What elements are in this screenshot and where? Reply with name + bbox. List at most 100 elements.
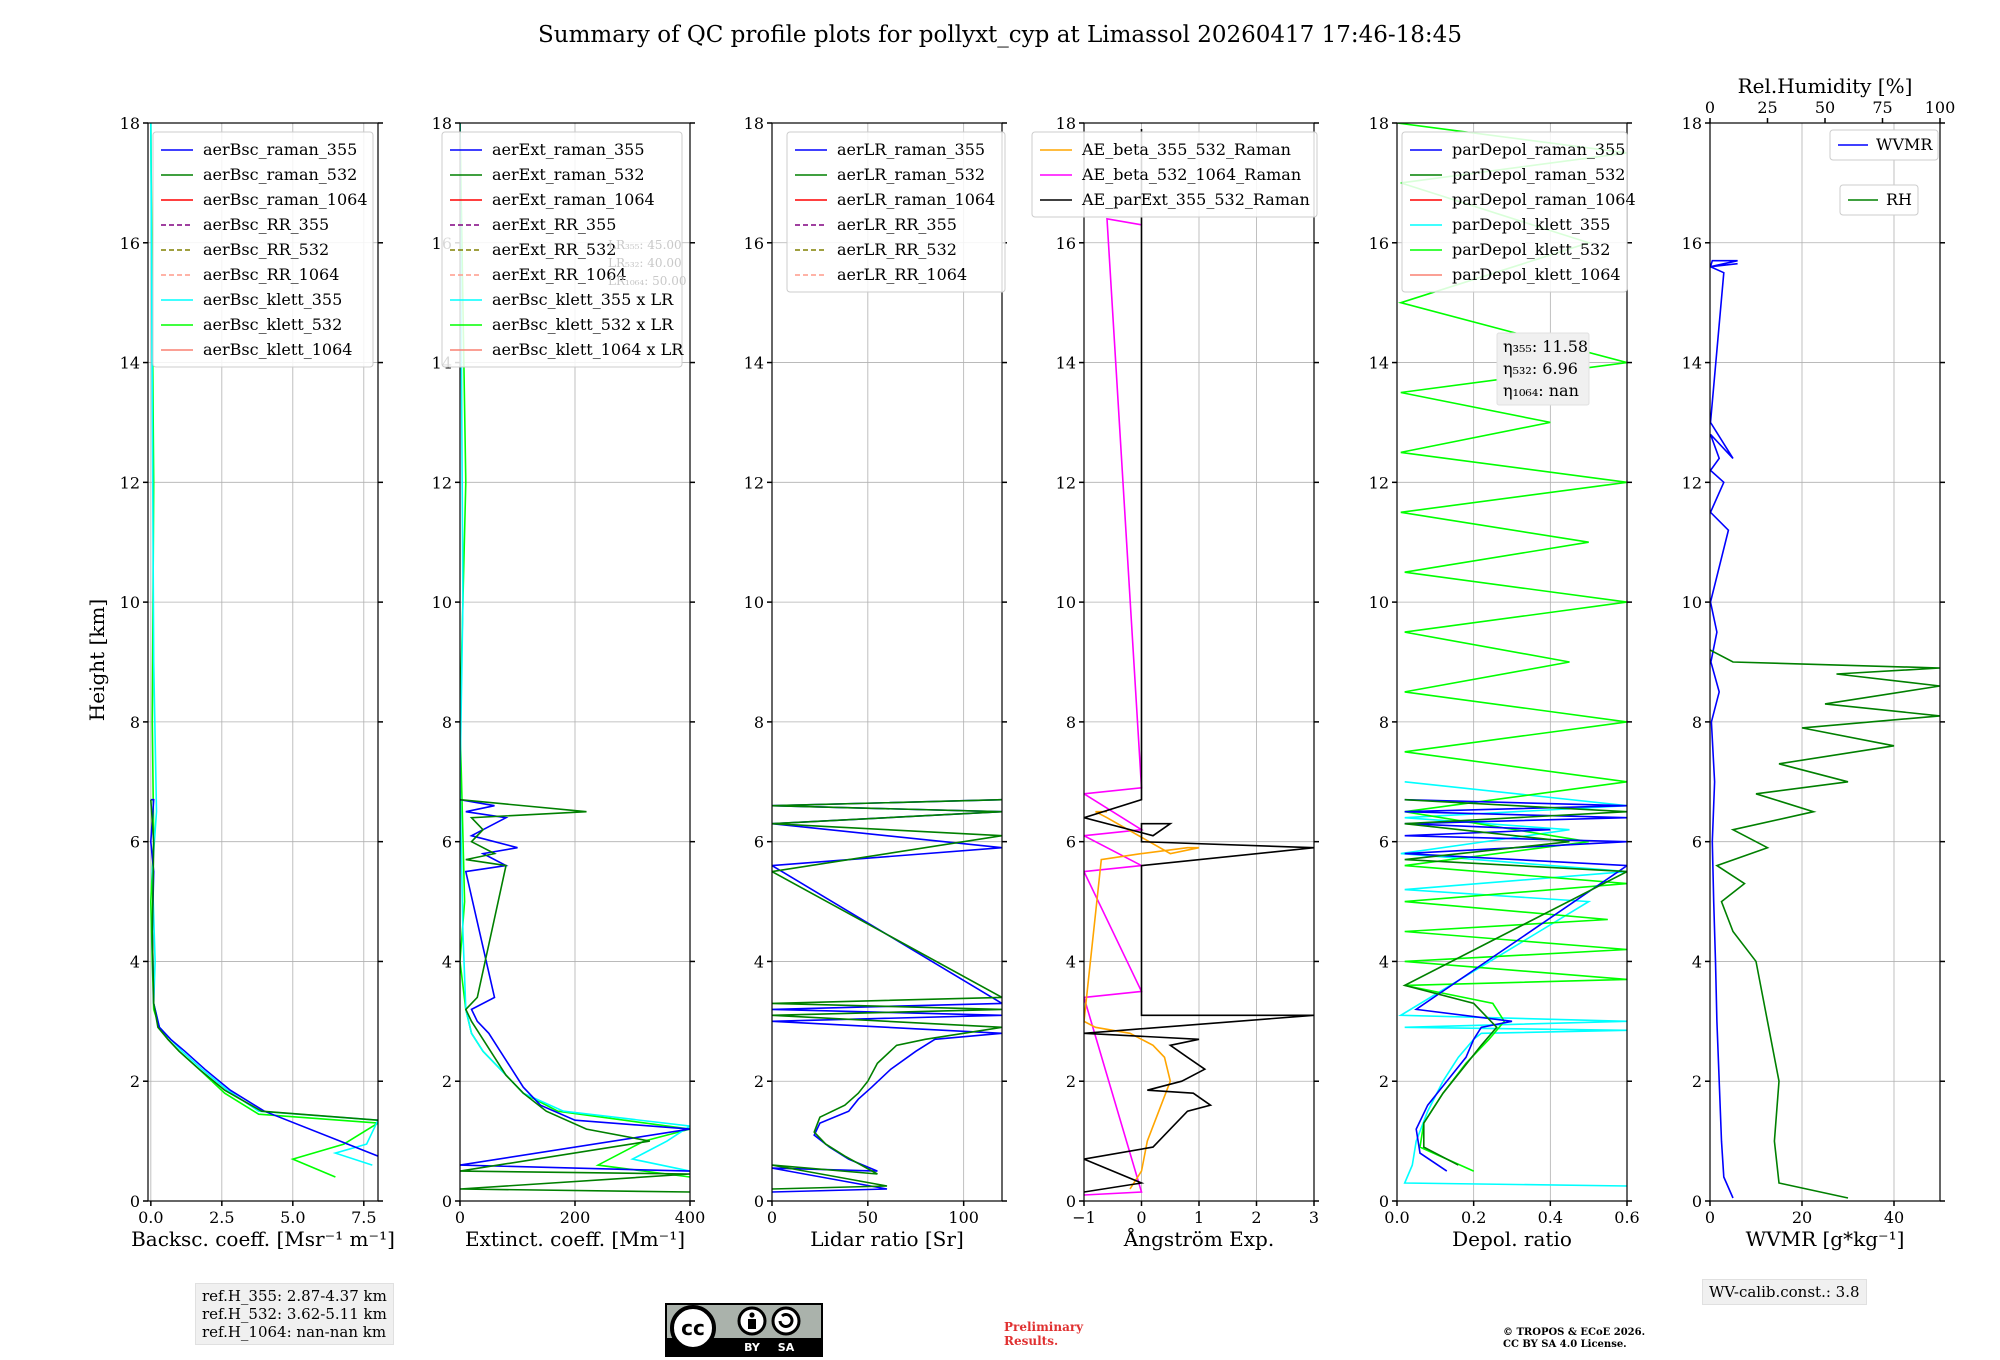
- y-tick-label: 10: [1369, 593, 1389, 612]
- y-tick-label: 14: [1369, 354, 1389, 373]
- x-tick-label: 0.6: [1614, 1208, 1639, 1227]
- y-tick-label: 16: [1682, 234, 1702, 253]
- top-x-tick-label: 75: [1872, 98, 1892, 117]
- y-tick-label: 2: [1379, 1072, 1389, 1091]
- series-pardepol-raman-355: [1404, 798, 1627, 1172]
- y-tick-label: 8: [1066, 713, 1076, 732]
- legend-label: parDepol_klett_355: [1452, 215, 1610, 234]
- legend-frame: [786, 131, 1006, 293]
- copyright-note: © TROPOS & ECoE 2026. CC BY SA 4.0 Licen…: [1503, 1327, 1645, 1351]
- series-ae-beta-532-1064-raman: [1084, 217, 1145, 1196]
- y-axis-label: Height [km]: [85, 599, 109, 721]
- top-x-tick-label: 100: [1925, 98, 1956, 117]
- x-axis-label: Ångström Exp.: [1123, 1226, 1274, 1251]
- series-ae-beta-355-532-raman: [1084, 810, 1200, 1190]
- legend-label: aerBsc_klett_532 x LR: [492, 315, 674, 334]
- y-tick-label: 10: [432, 593, 452, 612]
- legend-frame: [1401, 131, 1628, 293]
- legend-label: parDepol_raman_1064: [1452, 190, 1636, 209]
- y-tick-label: 12: [1369, 473, 1389, 492]
- legend-label: aerBsc_klett_355: [203, 290, 342, 309]
- x-tick-label: 0: [767, 1208, 777, 1227]
- x-tick-label: −1: [1072, 1208, 1096, 1227]
- x-tick-label: 200: [560, 1208, 591, 1227]
- y-tick-label: 12: [432, 473, 452, 492]
- x-tick-label: 400: [675, 1208, 706, 1227]
- legend-label: AE_beta_355_532_Raman: [1081, 140, 1291, 159]
- y-tick-label: 10: [744, 593, 764, 612]
- y-tick-label: 12: [120, 473, 140, 492]
- y-tick-label: 18: [1682, 114, 1702, 133]
- refh-355: ref.H_355: 2.87-4.37 km: [202, 1287, 387, 1305]
- axes-frame: [147, 122, 379, 1202]
- legend-label: aerBsc_klett_1064: [203, 340, 352, 359]
- preliminary-line-1: Preliminary: [1004, 1320, 1084, 1334]
- y-tick-label: 14: [120, 354, 140, 373]
- y-tick-label: 14: [744, 354, 764, 373]
- y-tick-label: 10: [1682, 593, 1702, 612]
- legend-label: WVMR: [1876, 135, 1933, 154]
- copyright-line-2: CC BY SA 4.0 License.: [1503, 1339, 1627, 1350]
- y-tick-label: 0: [754, 1192, 764, 1211]
- x-tick-label: 7.5: [351, 1208, 376, 1227]
- legend-label: aerBsc_RR_1064: [203, 265, 339, 284]
- legend-frame: [1031, 131, 1318, 218]
- legend-depol: parDepol_raman_355 parDepol_raman_532 parD…: [1401, 131, 1636, 293]
- x-tick-label: 5.0: [280, 1208, 305, 1227]
- series-aerext-raman-355: [460, 798, 690, 1172]
- series-pardepol-klett-355: [1398, 781, 1627, 1187]
- y-tick-label: 0: [1066, 1192, 1076, 1211]
- panel-ext: 0246810121416180200400Extinct. coeff. [M…: [432, 114, 706, 1251]
- x-tick-label: 20: [1792, 1208, 1812, 1227]
- y-tick-label: 4: [1379, 952, 1389, 971]
- series-rh: [1710, 649, 1940, 1199]
- top-x-tick-label: 25: [1757, 98, 1777, 117]
- figure-title: Summary of QC profile plots for pollyxt_…: [538, 22, 1462, 48]
- preliminary-note: Preliminary Results.: [1004, 1320, 1083, 1348]
- y-tick-label: 18: [120, 114, 140, 133]
- series-aerlr-raman-532: [772, 798, 1002, 1190]
- legend-label: aerLR_raman_355: [837, 140, 985, 159]
- legend-frame: [152, 131, 374, 368]
- top-x-tick-label: 50: [1815, 98, 1835, 117]
- lr-annotation: LR₃₅₅: 45.00: [608, 238, 682, 252]
- y-tick-label: 14: [1056, 354, 1076, 373]
- y-tick-label: 4: [442, 952, 452, 971]
- y-tick-label: 6: [1379, 833, 1389, 852]
- y-tick-label: 2: [130, 1072, 140, 1091]
- y-tick-label: 12: [1682, 473, 1702, 492]
- y-tick-label: 8: [130, 713, 140, 732]
- legend-label: aerExt_RR_355: [492, 215, 616, 234]
- y-tick-label: 6: [754, 833, 764, 852]
- eta-annotation: η₅₃₂: 6.96: [1503, 359, 1578, 378]
- y-tick-label: 0: [130, 1192, 140, 1211]
- y-tick-label: 18: [1056, 114, 1076, 133]
- legend-frame: [1839, 184, 1919, 216]
- y-tick-label: 16: [744, 234, 764, 253]
- y-tick-label: 12: [1056, 473, 1076, 492]
- eta-annotation: η₁₀₆₄: nan: [1503, 381, 1579, 400]
- y-tick-label: 8: [1379, 713, 1389, 732]
- series-aerext-raman-532: [460, 798, 690, 1193]
- legend-label: aerBsc_raman_355: [203, 140, 357, 159]
- series-aerbsc-raman-355: [149, 798, 378, 1157]
- legend-label: aerBsc_raman_532: [203, 165, 357, 184]
- legend-label: aerExt_raman_355: [492, 140, 645, 159]
- x-tick-label: 50: [858, 1208, 878, 1227]
- panel-depol: 0 2 4 6 8 10 12 14 16 18 0.0 0.2 0.4 0.6 Depol. ratio p…: [1369, 114, 1640, 1251]
- legend-ext: aerExt_raman_355 aerExt_raman_532 aerExt_r…: [441, 131, 684, 368]
- legend-label: parDepol_klett_532: [1452, 240, 1610, 259]
- legend-label: aerBsc_klett_1064 x LR: [492, 340, 684, 359]
- series-ae-parext-355-532-raman: [1084, 129, 1314, 1193]
- wv-calib-box: WV-calib.const.: 3.8: [1702, 1279, 1867, 1305]
- legend-label: aerBsc_raman_1064: [203, 190, 368, 209]
- y-tick-label: 8: [754, 713, 764, 732]
- x-tick-label: 0: [1136, 1208, 1146, 1227]
- x-tick-label: 40: [1884, 1208, 1904, 1227]
- y-tick-label: 8: [442, 713, 452, 732]
- wv-calib-text: WV-calib.const.: 3.8: [1709, 1283, 1860, 1301]
- legend-box-rh: RH: [1839, 184, 1919, 216]
- series-pardepol-klett-532: [1397, 123, 1627, 1172]
